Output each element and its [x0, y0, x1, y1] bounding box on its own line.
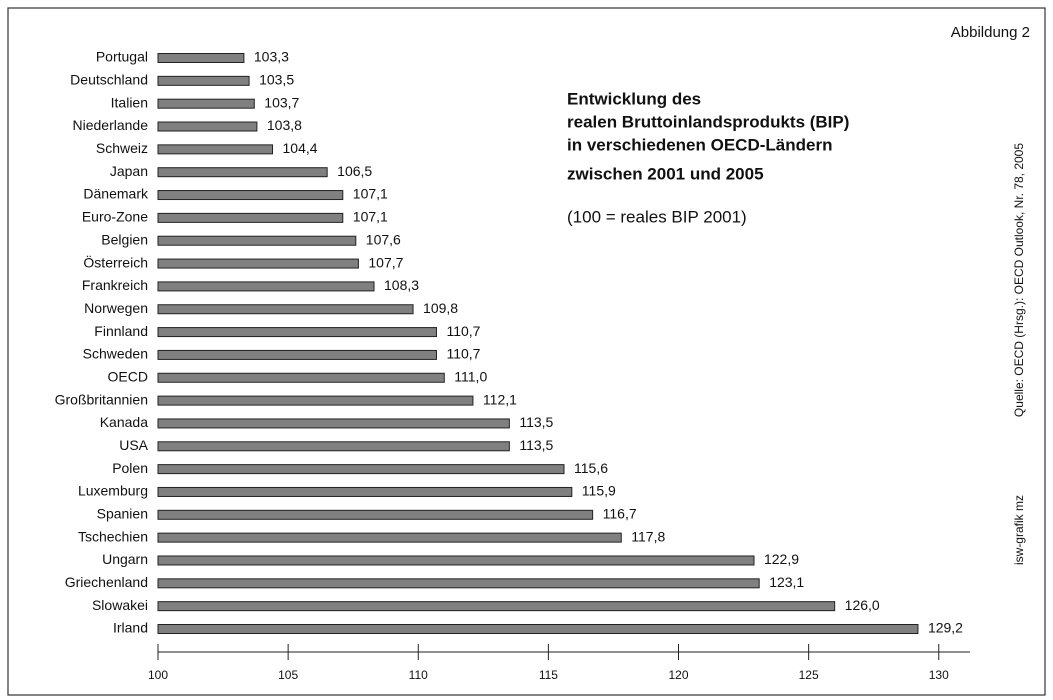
y-tick-label: Euro-Zone	[82, 209, 148, 225]
bar	[157, 532, 622, 543]
value-label: 110,7	[446, 323, 480, 339]
y-tick-label: Italien	[111, 94, 148, 110]
y-tick-label: Irland	[113, 620, 148, 636]
y-tick-label: Frankreich	[82, 277, 148, 293]
y-tick-label: Portugal	[96, 49, 148, 65]
y-tick-label: Norwegen	[84, 300, 148, 316]
bar	[157, 395, 474, 406]
bar	[157, 601, 836, 612]
bar	[157, 624, 919, 634]
value-label: 129,2	[928, 620, 963, 636]
bar	[157, 75, 250, 86]
value-label: 112,1	[483, 391, 517, 407]
y-tick-label: Finnland	[94, 323, 148, 339]
y-tick-label: Kanada	[100, 414, 148, 430]
bar	[157, 304, 414, 315]
bar	[157, 441, 510, 452]
y-tick-label: Griechenland	[65, 574, 148, 590]
bar	[157, 555, 755, 566]
bar	[157, 190, 344, 201]
bar	[157, 509, 594, 520]
value-label: 107,7	[368, 254, 403, 270]
bar	[157, 281, 375, 292]
bar	[157, 327, 437, 338]
x-tick-label: 100	[148, 668, 168, 682]
y-tick-label: Niederlande	[73, 117, 149, 133]
value-label: 104,4	[283, 140, 318, 156]
bar	[157, 372, 445, 383]
y-tick-label: Dänemark	[83, 186, 149, 202]
value-label: 113,5	[519, 414, 553, 430]
bar	[157, 144, 274, 155]
value-label: 107,1	[353, 209, 388, 225]
value-label: 115,9	[582, 483, 616, 499]
bar	[157, 578, 760, 589]
y-tick-label: Tschechien	[78, 528, 148, 544]
y-tick-label: Japan	[110, 163, 148, 179]
chart-title: realen Bruttoinlandsprodukts (BIP)	[567, 112, 849, 131]
chart-title: Entwicklung des	[567, 89, 701, 108]
y-tick-label: Slowakei	[92, 597, 148, 613]
x-tick-label: 120	[668, 668, 688, 682]
value-label: 103,5	[259, 72, 294, 88]
y-tick-label: Österreich	[83, 253, 148, 270]
value-label: 103,3	[254, 49, 289, 65]
y-tick-label: Belgien	[101, 231, 148, 247]
bar	[157, 167, 328, 178]
x-tick-label: 110	[409, 668, 428, 682]
bar	[157, 53, 245, 63]
value-label: 113,5	[519, 437, 553, 453]
value-label: 126,0	[845, 597, 880, 613]
bar	[157, 349, 437, 360]
value-label: 109,8	[423, 300, 458, 316]
y-tick-label: Deutschland	[70, 72, 148, 88]
value-label: 122,9	[764, 551, 799, 567]
frame	[7, 7, 1046, 696]
bar	[157, 212, 344, 223]
chart-title: in verschiedenen OECD-Ländern	[567, 135, 832, 154]
credit-note: isw-grafik mz	[1012, 495, 1026, 565]
value-label: 107,1	[353, 186, 388, 202]
bar	[157, 464, 565, 475]
value-label: 108,3	[384, 277, 419, 293]
value-label: 110,7	[446, 346, 480, 362]
y-tick-label: Großbritannien	[55, 391, 148, 407]
bar	[157, 486, 573, 497]
y-tick-label: OECD	[108, 368, 148, 384]
value-label: 107,6	[366, 231, 401, 247]
y-tick-label: Schweden	[83, 346, 148, 362]
value-label: 115,6	[574, 460, 608, 476]
source-note: Quelle: OECD (Hrsg.): OECD Outlook, Nr. …	[1012, 143, 1026, 417]
value-label: 106,5	[337, 163, 372, 179]
y-tick-label: Schweiz	[96, 140, 148, 156]
figure-label: Abbildung 2	[951, 24, 1030, 41]
bar	[157, 418, 510, 429]
y-tick-label: USA	[119, 437, 148, 453]
bar	[157, 98, 255, 109]
value-label: 116,7	[603, 506, 637, 522]
y-tick-label: Spanien	[97, 506, 148, 522]
value-label: 103,8	[267, 117, 302, 133]
x-tick-label: 115	[539, 668, 558, 682]
y-tick-label: Ungarn	[102, 551, 148, 567]
bar	[157, 235, 357, 246]
value-label: 111,0	[454, 368, 487, 384]
value-label: 103,7	[264, 94, 299, 110]
x-tick-label: 125	[799, 668, 819, 682]
bar	[157, 121, 258, 132]
y-tick-label: Polen	[112, 460, 148, 476]
y-tick-label: Luxemburg	[78, 483, 148, 499]
chart-subtitle: (100 = reales BIP 2001)	[567, 207, 747, 226]
value-label: 123,1	[769, 574, 804, 590]
x-tick-label: 130	[929, 668, 949, 682]
chart-title: zwischen 2001 und 2005	[567, 164, 764, 183]
value-label: 117,8	[631, 528, 665, 544]
bar	[157, 258, 359, 269]
x-tick-label: 105	[278, 668, 298, 682]
